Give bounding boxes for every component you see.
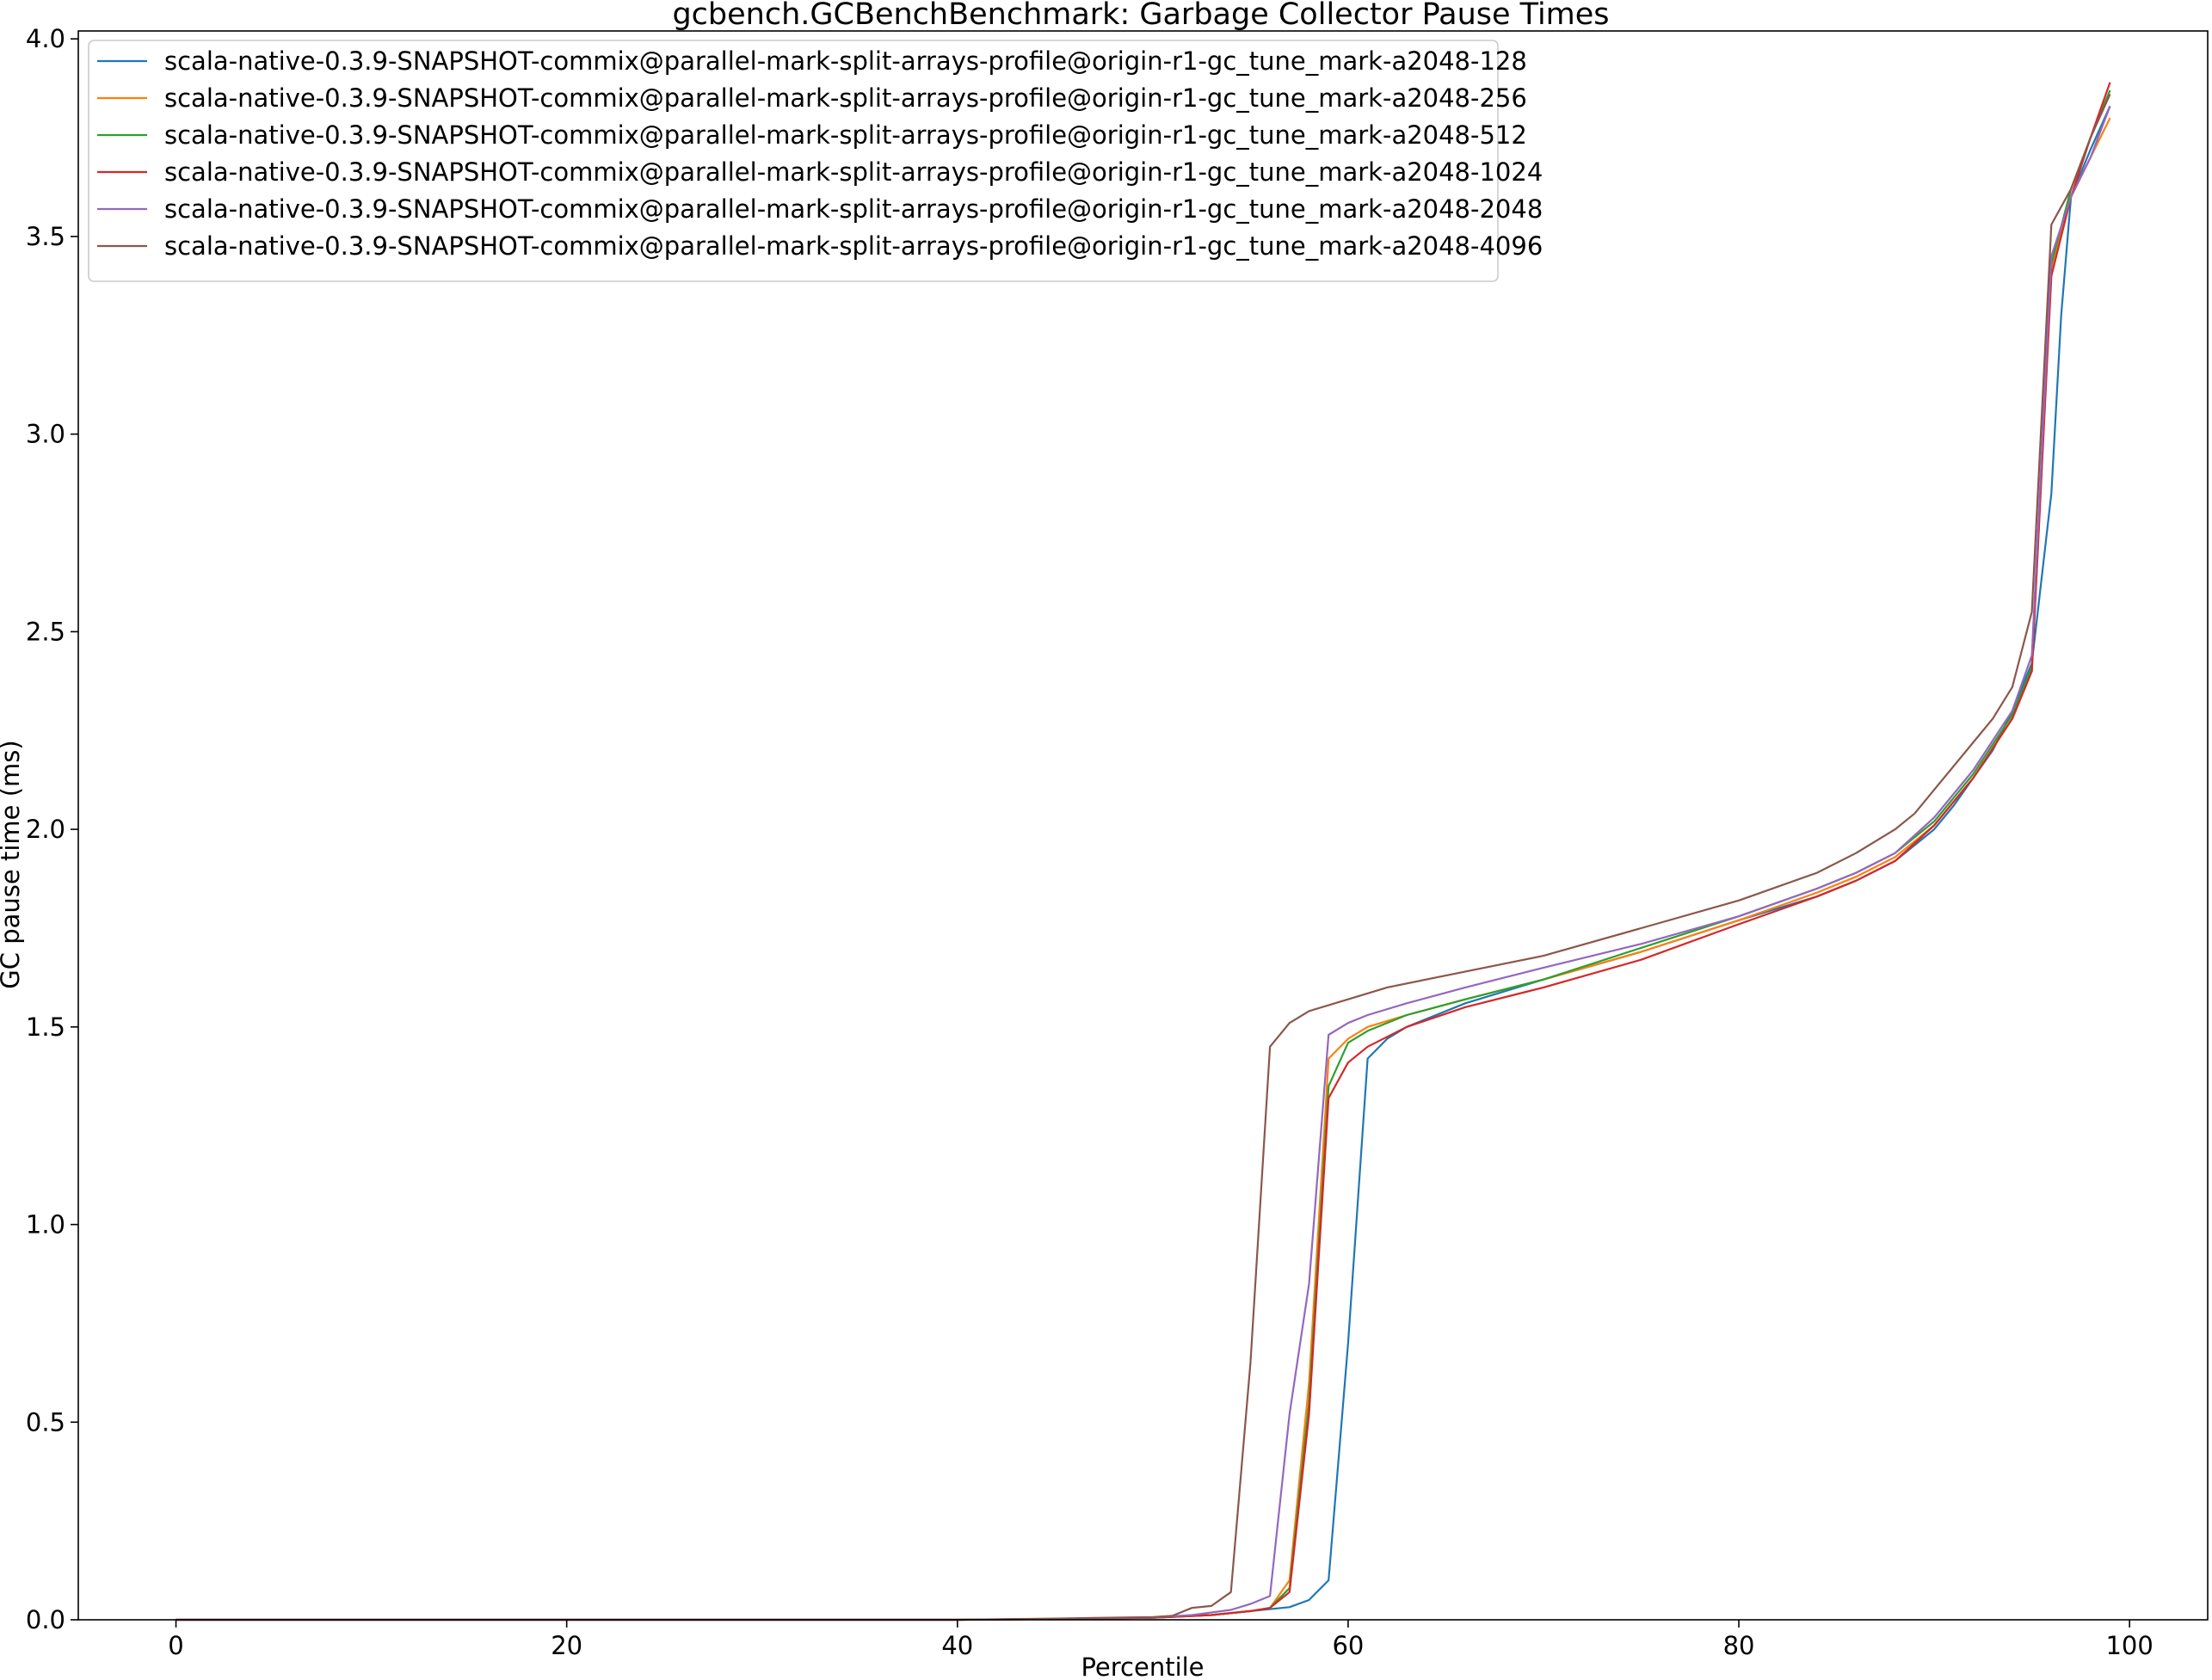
x-tick-label: 40 [941, 1631, 973, 1660]
x-axis-title: Percentile [1081, 1652, 1204, 1680]
chart-title: gcbench.GCBenchBenchmark: Garbage Collec… [672, 0, 1609, 32]
y-tick-label: 0.0 [26, 1605, 65, 1634]
x-tick-label: 100 [2105, 1631, 2153, 1660]
y-tick-label: 3.0 [26, 420, 65, 449]
x-tick-label: 0 [168, 1631, 183, 1660]
y-tick-label: 1.5 [26, 1012, 65, 1042]
plot-frame [77, 30, 2209, 1621]
y-tick-label: 2.0 [26, 815, 65, 844]
series-line-4 [176, 82, 2111, 1622]
y-tick-label: 2.5 [26, 617, 65, 646]
legend-entry: scala-native-0.3.9-SNAPSHOT-commix@paral… [164, 120, 1527, 150]
series-line-5 [176, 105, 2111, 1622]
legend: scala-native-0.3.9-SNAPSHOT-commix@paral… [88, 40, 1543, 282]
y-tick-label: 1.0 [26, 1210, 65, 1240]
y-axis: 0.0 0.5 1.0 1.5 2.0 2.5 3.0 3.5 4.0 [26, 24, 78, 1634]
plot-lines [176, 82, 2111, 1622]
legend-entry: scala-native-0.3.9-SNAPSHOT-commix@paral… [164, 157, 1543, 187]
y-tick-label: 0.5 [26, 1407, 65, 1437]
x-tick-label: 80 [1723, 1631, 1755, 1660]
y-tick-label: 3.5 [26, 222, 65, 251]
x-tick-label: 60 [1332, 1631, 1364, 1660]
x-tick-label: 20 [551, 1631, 582, 1660]
legend-box [88, 40, 1499, 282]
legend-entry: scala-native-0.3.9-SNAPSHOT-commix@paral… [164, 231, 1543, 261]
legend-entry: scala-native-0.3.9-SNAPSHOT-commix@paral… [164, 46, 1527, 76]
y-axis-title: GC pause time (ms) [0, 740, 25, 988]
series-line-6 [176, 94, 2111, 1622]
y-tick-label: 4.0 [26, 24, 65, 53]
legend-entry: scala-native-0.3.9-SNAPSHOT-commix@paral… [164, 83, 1527, 113]
x-axis: 0 20 40 60 80 100 [168, 1620, 2153, 1660]
legend-entry: scala-native-0.3.9-SNAPSHOT-commix@paral… [164, 194, 1543, 224]
